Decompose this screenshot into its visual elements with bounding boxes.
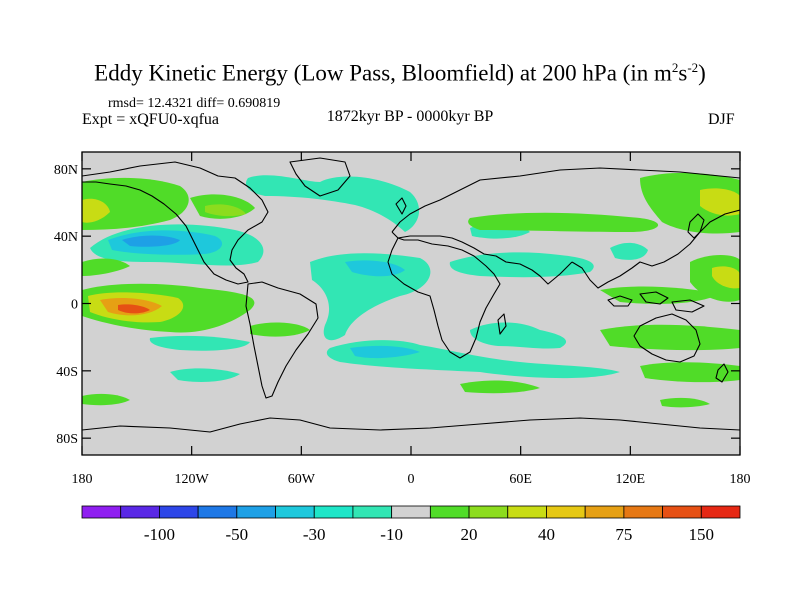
time-period-label: 1872kyr BP - 0000kyr BP <box>326 108 494 125</box>
south-america-coast <box>245 281 319 399</box>
lon-tick-label: 180 <box>72 472 93 487</box>
colorbar-swatch <box>391 505 431 519</box>
pos-region-northwest-pacific-core <box>82 198 110 223</box>
japan-coast <box>687 213 705 239</box>
neg-region-south-atlantic-core <box>350 345 420 359</box>
lat-tick-label: 0 <box>71 298 78 313</box>
anomaly-contours <box>82 172 740 408</box>
pos-region-tropical-pacific <box>82 258 130 276</box>
latitude-axis: 80N 40N 0 40S 80S <box>54 163 740 447</box>
colorbar-label: 40 <box>538 525 555 544</box>
north-america-coast <box>82 161 269 285</box>
pos-region-eurasia-band <box>468 212 659 232</box>
east-asia-coast <box>571 209 740 289</box>
new-zealand-coast <box>715 363 729 383</box>
colorbar-swatch <box>197 505 238 519</box>
lat-tick-label: 80N <box>54 163 78 178</box>
uk-coast <box>395 197 407 215</box>
colorbar-label: 150 <box>689 525 715 544</box>
colorbar-swatch <box>507 505 547 519</box>
indonesia-coast <box>607 291 705 313</box>
rmsd-diff-stats: rmsd= 12.4321 diff= 0.690819 <box>108 96 281 111</box>
africa-coast <box>387 237 501 359</box>
pos-region-equatorial-pacific-peak <box>118 304 150 314</box>
lon-tick-label: 180 <box>730 472 751 487</box>
colorbar-label: -30 <box>303 525 326 544</box>
colorbar-swatch <box>352 505 393 519</box>
pos-region-south-indian <box>600 324 740 351</box>
lat-tick-label: 40S <box>56 365 78 380</box>
season-label: DJF <box>708 111 735 128</box>
colorbar-swatch <box>546 505 586 519</box>
neg-region-east-asia <box>610 242 648 260</box>
coastlines <box>82 157 740 433</box>
colorbar-swatch <box>236 505 276 519</box>
neg-region-atlantic-core <box>345 260 405 277</box>
colorbar-label: -100 <box>144 525 175 544</box>
pos-region-south-pacific <box>250 322 310 337</box>
lat-tick-label: 40N <box>54 230 78 245</box>
lat-tick-label: 80S <box>56 432 78 447</box>
colorbar: -100 -50 -30 -10 20 40 75 150 <box>81 505 741 544</box>
pos-region-north-atlantic-jet <box>205 204 246 217</box>
colorbar-swatch <box>623 505 663 519</box>
pos-region-southwest-pacific <box>660 397 710 408</box>
neg-region-south-pacific <box>149 335 250 351</box>
pos-region-northeast-asia <box>640 172 740 234</box>
lon-tick-label: 60E <box>509 472 532 487</box>
neg-region-indian-ocean <box>470 322 567 349</box>
lon-tick-label: 0 <box>408 472 415 487</box>
lon-tick-label: 60W <box>288 472 316 487</box>
pos-region-southeast-pacific <box>640 362 740 383</box>
neg-region-north-pacific-center <box>122 235 180 247</box>
south-asia-coast <box>391 231 573 285</box>
colorbar-label: 20 <box>461 525 478 544</box>
colorbar-swatch <box>81 505 122 519</box>
colorbar-swatch <box>275 505 315 519</box>
pos-region-west-pacific-core <box>712 266 740 289</box>
antarctica-coast <box>82 417 740 433</box>
pos-region-northwest-pacific <box>82 177 189 230</box>
australia-coast <box>633 313 701 363</box>
neg-region-southern-ocean <box>170 368 240 382</box>
colorbar-swatch <box>159 505 199 519</box>
colorbar-swatch <box>584 505 625 519</box>
colorbar-swatch <box>120 505 160 519</box>
lon-tick-label: 120W <box>175 472 210 487</box>
colorbar-swatch <box>313 505 354 519</box>
colorbar-swatch <box>468 505 509 519</box>
colorbar-label: 75 <box>615 525 632 544</box>
plot-title: Eddy Kinetic Energy (Low Pass, Bloomfiel… <box>94 60 706 86</box>
experiment-label: Expt = xQFU0-xqfua <box>82 111 220 128</box>
lon-tick-label: 120E <box>616 472 646 487</box>
colorbar-swatch <box>662 505 702 519</box>
europe-asia-coast <box>391 167 740 233</box>
colorbar-swatch <box>429 505 470 519</box>
pos-region-southern-indian <box>460 380 540 394</box>
pos-region-northeast-asia-core <box>700 188 740 216</box>
greenland-coast <box>289 157 351 197</box>
pos-region-southern-ocean-west <box>82 393 130 406</box>
colorbar-swatch <box>700 505 741 519</box>
colorbar-label: -10 <box>380 525 403 544</box>
longitude-axis: 180 120W 60W 0 60E 120E 180 <box>72 152 751 487</box>
colorbar-label: -50 <box>225 525 248 544</box>
madagascar-coast <box>497 313 507 335</box>
neg-region-north-atlantic <box>245 175 420 232</box>
neg-region-atlantic-band <box>310 253 431 341</box>
